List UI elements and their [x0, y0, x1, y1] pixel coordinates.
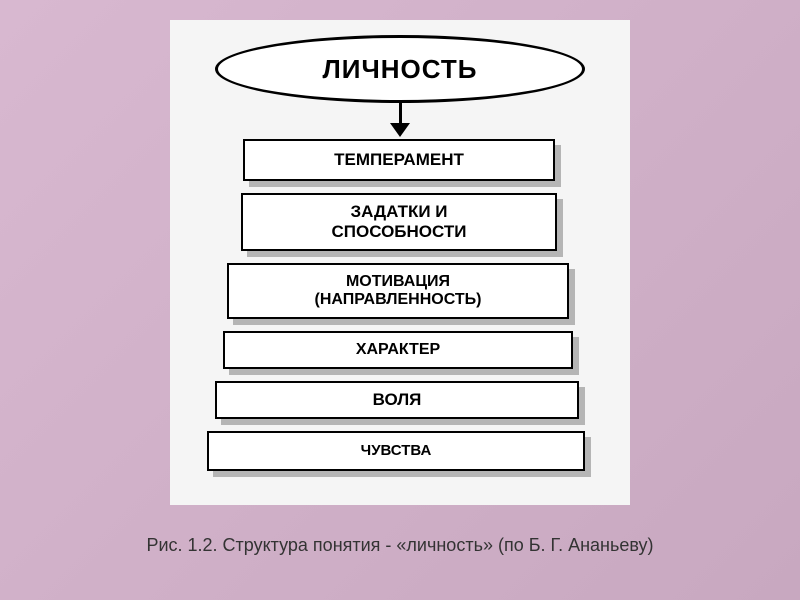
block-0: ТЕМПЕРАМЕНТ [243, 139, 555, 181]
header-label: ЛИЧНОСТЬ [323, 54, 478, 85]
block-2: МОТИВАЦИЯ(НАПРАВЛЕННОСТЬ) [227, 263, 569, 319]
arrow-down-icon [205, 99, 595, 137]
block-label-5: ЧУВСТВА [207, 431, 585, 471]
block-label-2: МОТИВАЦИЯ(НАПРАВЛЕННОСТЬ) [227, 263, 569, 319]
block-1: ЗАДАТКИ ИСПОСОБНОСТИ [241, 193, 557, 251]
block-label-4: ВОЛЯ [215, 381, 579, 419]
block-label-0: ТЕМПЕРАМЕНТ [243, 139, 555, 181]
caption-text: Рис. 1.2. Структура понятия - «личность»… [146, 535, 653, 556]
block-stack: ТЕМПЕРАМЕНТ ЗАДАТКИ ИСПОСОБНОСТИ МОТИВАЦИЯ… [205, 139, 595, 471]
block-3: ХАРАКТЕР [223, 331, 573, 369]
block-4: ВОЛЯ [215, 381, 579, 419]
header-ellipse: ЛИЧНОСТЬ [215, 35, 585, 103]
block-5: ЧУВСТВА [207, 431, 585, 471]
block-label-3: ХАРАКТЕР [223, 331, 573, 369]
block-label-1: ЗАДАТКИ ИСПОСОБНОСТИ [241, 193, 557, 251]
diagram-panel: ЛИЧНОСТЬ ТЕМПЕРАМЕНТ ЗАДАТКИ ИСПОСОБНОСТИ… [170, 20, 630, 505]
